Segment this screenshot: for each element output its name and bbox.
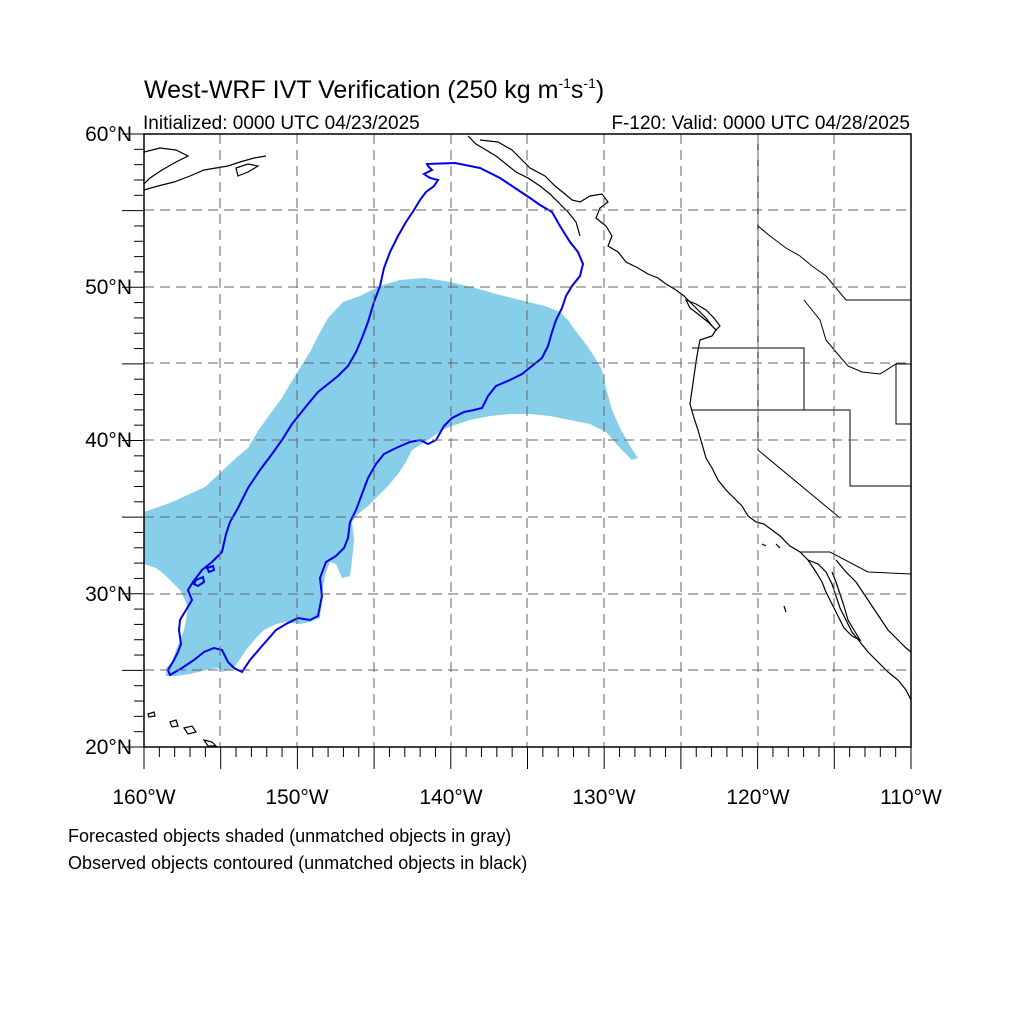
lat-tick-label: 50°N [85, 276, 132, 299]
coastline-vancouver-island [684, 298, 721, 331]
init-time-label: Initialized: 0000 UTC 04/23/2025 [143, 113, 420, 134]
map-panel [122, 133, 912, 769]
lat-tick-label: 30°N [85, 583, 132, 606]
figure-title: West-WRF IVT Verification (250 kg m-1s-1… [144, 75, 604, 104]
lat-tick-label: 40°N [85, 429, 132, 452]
lon-tick-label: 140°W [419, 786, 482, 809]
map-gridlines [144, 134, 911, 747]
observed-object-small-contour [192, 575, 206, 588]
valid-time-label: F-120: Valid: 0000 UTC 04/28/2025 [611, 113, 910, 134]
lon-tick-label: 160°W [112, 786, 175, 809]
coastline-mexico-mainland [835, 559, 911, 653]
coastline-baja [807, 559, 862, 642]
coastline-alaska [144, 147, 267, 191]
coastline-channel-islands [761, 543, 787, 613]
observed-object-contour [166, 161, 585, 677]
observed-note: Observed objects contoured (unmatched ob… [68, 853, 527, 873]
coastline-hawaii [147, 711, 218, 747]
forecast-note: Forecasted objects shaded (unmatched obj… [68, 826, 511, 846]
lon-tick-label: 150°W [265, 786, 328, 809]
lon-tick-label: 120°W [726, 786, 789, 809]
latitude-labels: 60°N 50°N 40°N 30°N 20°N [85, 123, 132, 759]
coastline-alaska-panhandle [467, 135, 581, 237]
lat-tick-label: 60°N [85, 123, 132, 146]
observed-object-tiny-contour [205, 564, 216, 574]
forecast-object-shaded [144, 278, 638, 676]
lon-tick-label: 130°W [572, 786, 635, 809]
axis-ticks [122, 133, 912, 769]
longitude-labels: 160°W 150°W 140°W 130°W 120°W 110°W [112, 786, 942, 809]
political-boundaries [692, 134, 911, 575]
lat-tick-label: 20°N [85, 736, 132, 759]
lon-tick-label: 110°W [880, 786, 942, 809]
coastline-north-america [479, 139, 911, 701]
